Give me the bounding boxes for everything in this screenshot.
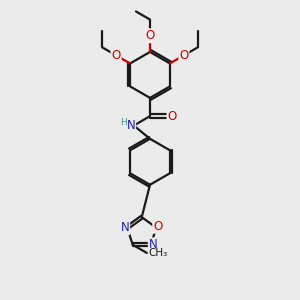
Text: N: N (121, 221, 129, 234)
Text: N: N (127, 119, 135, 132)
Text: O: O (112, 49, 121, 62)
Text: O: O (153, 220, 162, 233)
Text: CH₃: CH₃ (148, 248, 167, 258)
Text: O: O (167, 110, 177, 123)
Text: N: N (149, 238, 158, 251)
Text: O: O (179, 49, 188, 62)
Text: O: O (146, 29, 154, 42)
Text: H: H (120, 118, 127, 127)
